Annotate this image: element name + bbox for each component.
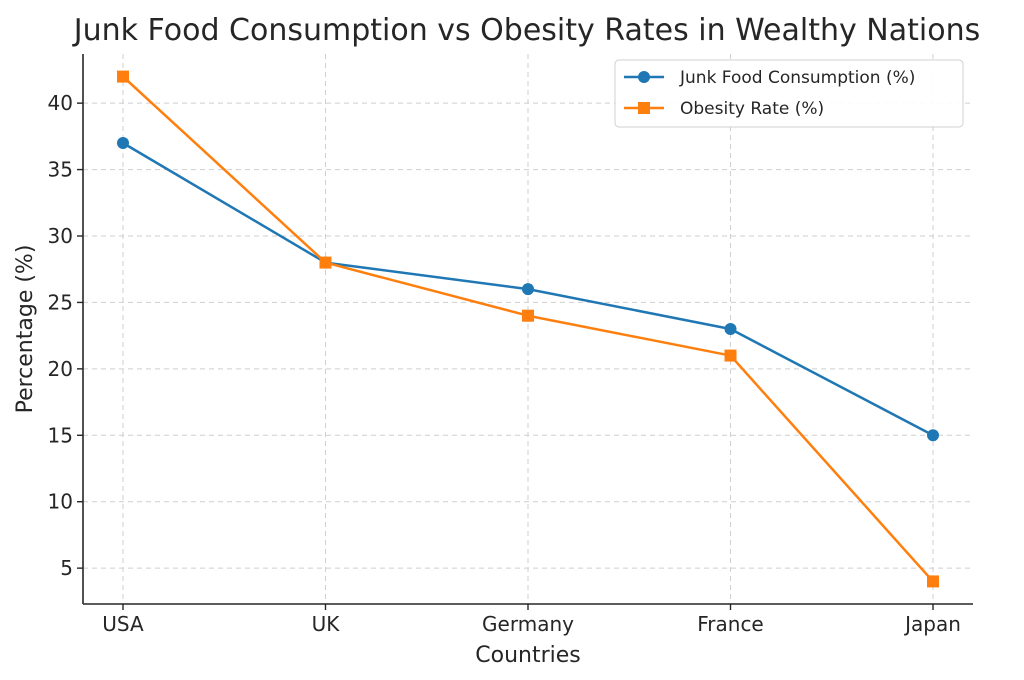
series xyxy=(117,70,939,588)
y-tick-label-10: 10 xyxy=(48,490,73,514)
legend-marker-junk-food-consumption xyxy=(638,71,650,83)
grid xyxy=(83,54,973,604)
x-axis-ticks: USA UK Germany France Japan xyxy=(102,604,961,636)
data-point-junk-food-consumption-usa xyxy=(117,137,129,150)
legend-items: Junk Food Consumption (%) Obesity Rate (%… xyxy=(624,68,915,119)
legend: Junk Food Consumption (%) Obesity Rate (%… xyxy=(614,59,964,128)
data-point-obesity-rate-japan xyxy=(927,575,939,588)
y-tick-label-35: 35 xyxy=(48,158,73,182)
legend-label-junk-food-consumption: Junk Food Consumption (%) xyxy=(679,68,915,88)
x-tick-label-germany: Germany xyxy=(482,612,574,636)
data-point-obesity-rate-uk xyxy=(319,256,332,269)
y-tick-label-15: 15 xyxy=(48,423,73,447)
x-tick-label-france: France xyxy=(697,612,764,636)
data-point-obesity-rate-germany xyxy=(522,309,534,322)
y-tick-label-40: 40 xyxy=(48,91,73,115)
series-obesity-rate xyxy=(117,70,939,588)
data-point-junk-food-consumption-germany xyxy=(522,283,534,296)
x-tick-label-usa: USA xyxy=(102,612,144,636)
chart-title: Junk Food Consumption vs Obesity Rates i… xyxy=(72,13,980,48)
x-tick-label-uk: UK xyxy=(312,612,341,636)
legend-marker-obesity-rate xyxy=(638,102,650,114)
data-point-junk-food-consumption-japan xyxy=(927,429,939,442)
legend-box xyxy=(614,59,964,128)
legend-item-junk-food-consumption: Junk Food Consumption (%) xyxy=(624,68,915,88)
legend-label-obesity-rate: Obesity Rate (%) xyxy=(680,99,824,119)
data-point-obesity-rate-usa xyxy=(117,70,129,83)
y-axis-label: Percentage (%) xyxy=(13,245,38,414)
data-point-junk-food-consumption-france xyxy=(724,323,737,335)
y-tick-label-30: 30 xyxy=(48,224,73,248)
legend-item-obesity-rate: Obesity Rate (%) xyxy=(624,99,824,119)
y-tick-label-20: 20 xyxy=(48,357,73,381)
y-tick-label-5: 5 xyxy=(60,556,73,580)
y-tick-label-25: 25 xyxy=(48,290,73,314)
data-point-obesity-rate-france xyxy=(724,349,737,362)
y-axis-ticks: 5 10 15 20 25 30 35 40 xyxy=(48,91,83,580)
x-tick-label-japan: Japan xyxy=(903,612,961,636)
x-axis-label: Countries xyxy=(475,643,581,668)
